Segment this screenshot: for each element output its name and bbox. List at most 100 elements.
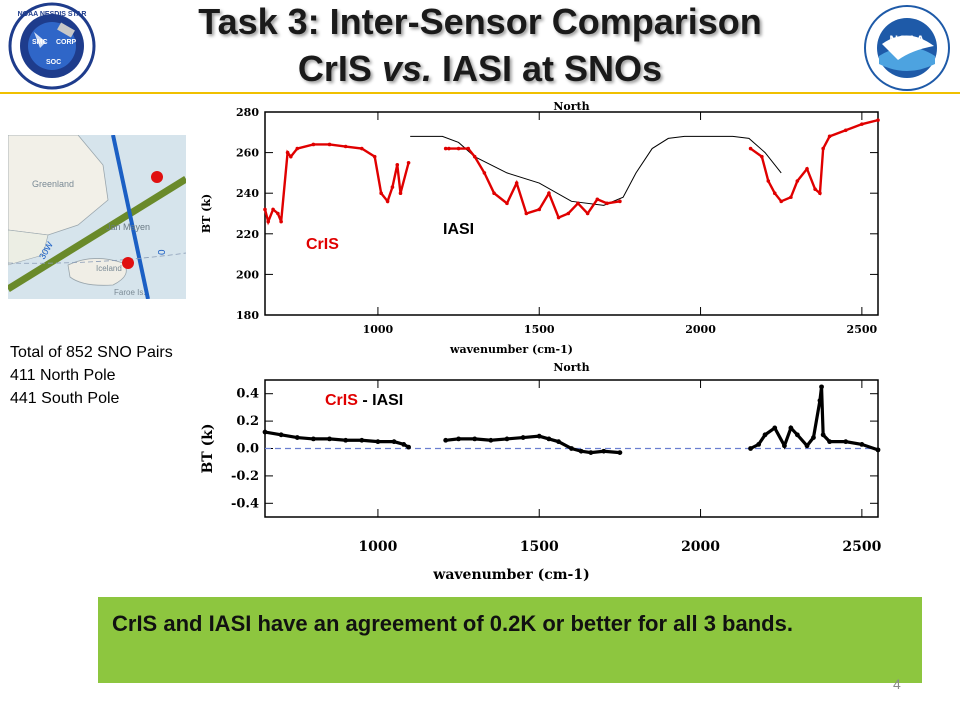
diff-point xyxy=(827,439,833,445)
svg-text:SOC: SOC xyxy=(46,59,61,66)
x-tick-label: 1000 xyxy=(358,539,397,555)
x-tick-label: 2000 xyxy=(681,539,720,555)
y-tick-label: 220 xyxy=(236,228,259,241)
svg-text:CORP: CORP xyxy=(56,39,77,46)
conclusion-banner: CrIS and IASI have an agreement of 0.2K … xyxy=(98,597,922,683)
y-tick-label: 0.4 xyxy=(236,387,259,402)
diff-point xyxy=(820,432,826,438)
page-number: 4 xyxy=(893,676,901,692)
chart-1-ylabel: BT (k) xyxy=(200,423,216,473)
series-diff-band-0 xyxy=(264,430,410,449)
diff-point xyxy=(782,443,787,449)
series-cris-band-1 xyxy=(445,147,621,220)
cris-point xyxy=(266,219,271,224)
cris-point xyxy=(566,211,571,216)
diff-point xyxy=(794,432,800,438)
label-iasi: IASI xyxy=(443,221,474,238)
diff-point xyxy=(262,429,268,435)
cris-point xyxy=(576,201,580,206)
cris-point xyxy=(595,197,600,202)
cris-point xyxy=(466,146,471,151)
diff-point xyxy=(278,432,284,438)
y-tick-label: 280 xyxy=(236,106,259,119)
diff-point xyxy=(401,441,407,447)
cris-point xyxy=(789,195,793,200)
cris-point xyxy=(359,146,364,151)
diff-point xyxy=(617,450,623,456)
diff-point xyxy=(748,446,753,451)
cris-point xyxy=(537,207,542,212)
sno-stats: Total of 852 SNO Pairs 411 North Pole 44… xyxy=(10,341,173,410)
chart-1-title: North xyxy=(553,361,589,374)
x-tick-label: 2000 xyxy=(685,323,716,336)
cris-point xyxy=(327,142,332,147)
y-tick-label: 180 xyxy=(236,309,259,322)
chart-0-ylabel: BT (k) xyxy=(200,194,213,233)
cris-point xyxy=(843,128,848,133)
cris-point xyxy=(779,199,784,204)
series-diff-band-1 xyxy=(445,434,621,455)
chart-0-xlabel: wavenumber (cm-1) xyxy=(449,343,573,356)
cris-point xyxy=(482,171,487,175)
svg-text:NOAA: NOAA xyxy=(889,33,925,47)
cris-point xyxy=(876,118,880,122)
svg-text:Jan Mayen: Jan Mayen xyxy=(106,222,150,232)
noaa-logo-icon: NOAA xyxy=(864,5,950,91)
sno-orbit-map: Greenland Jan Mayen Iceland Faroe Is. 30… xyxy=(8,135,186,299)
cris-point xyxy=(279,219,283,224)
cris-point xyxy=(456,146,461,151)
slide-title-line1: Task 3: Inter-Sensor Comparison xyxy=(198,1,762,42)
diff-point xyxy=(875,447,881,453)
cris-point xyxy=(390,185,395,189)
diff-point xyxy=(843,439,849,445)
diff-point xyxy=(817,398,823,403)
x-tick-label: 2500 xyxy=(847,323,878,336)
cris-point xyxy=(492,191,496,195)
cris-point xyxy=(766,179,771,183)
diff-point xyxy=(327,436,332,442)
x-tick-label: 1000 xyxy=(363,323,394,336)
diff-point xyxy=(811,435,816,440)
diff-point xyxy=(472,436,478,442)
x-tick-label: 2500 xyxy=(842,539,881,555)
series-cris-band-0 xyxy=(263,143,410,226)
diff-point xyxy=(294,435,300,440)
cris-point xyxy=(271,207,275,212)
cris-point xyxy=(263,207,267,212)
cris-point xyxy=(379,191,383,195)
cris-point xyxy=(556,215,561,220)
cris-point xyxy=(818,191,822,195)
stats-total: Total of 852 SNO Pairs xyxy=(10,344,173,361)
sno-point-north-1 xyxy=(151,171,163,183)
series-iasi-line xyxy=(410,135,782,206)
cris-point xyxy=(472,154,477,159)
cris-point xyxy=(343,144,348,149)
cris-point xyxy=(524,211,529,216)
diff-point xyxy=(569,446,574,451)
diff-point xyxy=(756,441,762,447)
diff-point xyxy=(588,450,594,456)
diff-point xyxy=(819,384,824,390)
diff-point xyxy=(488,437,494,443)
diff-point xyxy=(520,435,526,440)
cris-point xyxy=(395,162,400,167)
y-tick-label: 0.0 xyxy=(236,442,259,457)
cris-point xyxy=(447,146,451,151)
series-diff-band-2 xyxy=(749,386,879,452)
diff-point xyxy=(788,425,794,431)
cris-point xyxy=(285,150,290,155)
diff-point xyxy=(343,437,349,443)
y-tick-label: 0.2 xyxy=(236,414,259,429)
cris-point xyxy=(585,211,590,216)
cris-point xyxy=(760,154,764,159)
cris-point xyxy=(860,122,864,126)
cris-point xyxy=(385,199,390,204)
diff-point xyxy=(443,437,449,443)
cris-point xyxy=(821,146,825,151)
cris-point xyxy=(505,201,509,206)
svg-text:0: 0 xyxy=(157,249,168,255)
cris-point xyxy=(311,142,316,147)
cris-point xyxy=(805,167,809,171)
svg-text:Iceland: Iceland xyxy=(96,264,122,273)
